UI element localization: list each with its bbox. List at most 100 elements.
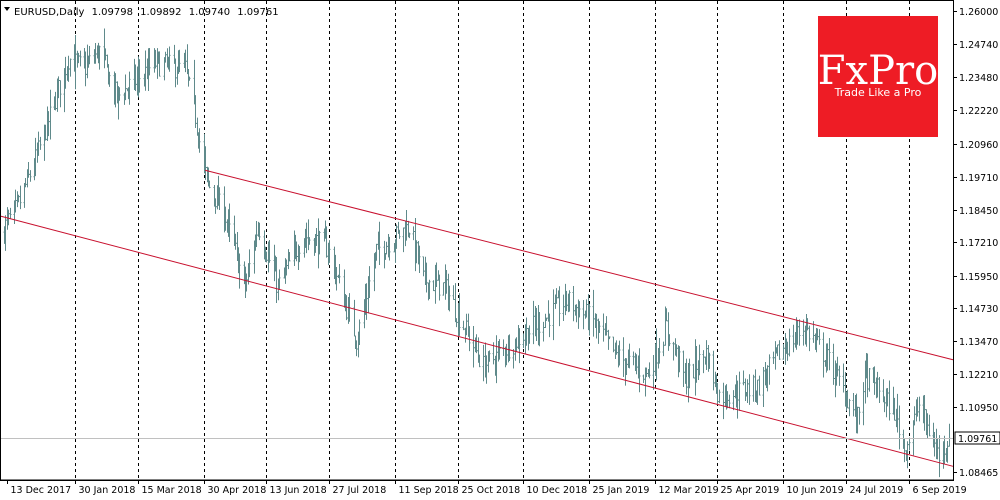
ohlc-bar bbox=[138, 59, 141, 93]
ohlc-bar bbox=[873, 366, 876, 395]
y-tick-label: 1.22220 bbox=[959, 106, 998, 117]
ohlc-bar bbox=[898, 405, 901, 450]
channel-upper-line[interactable] bbox=[204, 169, 954, 361]
ohlc-bar bbox=[378, 221, 381, 265]
ohlc-bar bbox=[278, 269, 281, 290]
ohlc-bar bbox=[692, 363, 695, 379]
ohlc-bar bbox=[893, 397, 896, 421]
ohlc-bar bbox=[756, 379, 759, 405]
ohlc-bar bbox=[848, 398, 851, 417]
ohlc-bar bbox=[208, 180, 211, 189]
ohlc-bar bbox=[562, 294, 565, 322]
ohlc-bar bbox=[168, 46, 171, 72]
ohlc-bar bbox=[134, 64, 137, 91]
ohlc-bar bbox=[218, 187, 221, 210]
ohlc-bar bbox=[625, 358, 628, 375]
ohlc-bar bbox=[736, 380, 739, 419]
ohlc-bar bbox=[98, 45, 101, 70]
ohlc-bar bbox=[936, 438, 939, 460]
ohlc-bar bbox=[678, 346, 681, 373]
ohlc-bar bbox=[54, 91, 57, 111]
ohlc-bar bbox=[275, 257, 278, 303]
ohlc-bar bbox=[878, 377, 881, 404]
ohlc-bar bbox=[888, 380, 891, 421]
ohlc-bar bbox=[698, 344, 701, 376]
x-tick-label: 25 Oct 2018 bbox=[462, 485, 521, 496]
price-axis[interactable]: 1.26000 1.24740 1.23480 1.22220 1.20960 1.197… bbox=[953, 7, 998, 479]
dropdown-triangle-icon[interactable] bbox=[4, 7, 10, 11]
ohlc-bar bbox=[778, 340, 781, 360]
y-tick-label: 1.12210 bbox=[959, 370, 998, 381]
ohlc-bar bbox=[886, 387, 889, 407]
ohlc-bar bbox=[315, 228, 318, 246]
ohlc-bar bbox=[838, 365, 841, 386]
ohlc-bar bbox=[768, 354, 771, 385]
ohlc-bar bbox=[766, 365, 769, 392]
ohlc-bar bbox=[856, 406, 859, 434]
ohlc-bar bbox=[335, 267, 338, 291]
ohlc-bar bbox=[748, 374, 751, 405]
ohlc-bar bbox=[355, 340, 358, 357]
ohlc-bar bbox=[29, 170, 32, 182]
ohlc-bar bbox=[695, 346, 698, 383]
y-tick-label: 1.26000 bbox=[959, 7, 998, 18]
ohlc-bar bbox=[572, 285, 575, 322]
ohlc-bar bbox=[876, 371, 879, 398]
ohlc-bar bbox=[178, 49, 181, 73]
ohlc-bar bbox=[622, 337, 625, 377]
ohlc-bar bbox=[375, 243, 378, 261]
ohlc-bar bbox=[548, 313, 551, 338]
y-tick-label: 1.18450 bbox=[959, 206, 998, 217]
x-tick-label: 10 Dec 2018 bbox=[527, 485, 588, 496]
ohlc-bar bbox=[658, 337, 661, 364]
ohlc-bar bbox=[158, 51, 161, 77]
ohlc-bar bbox=[588, 303, 591, 336]
ohlc-bar bbox=[268, 240, 271, 263]
ohlc-bar bbox=[308, 237, 311, 245]
ohlc-bar bbox=[846, 389, 849, 409]
ohlc-bar bbox=[675, 344, 678, 357]
ohlc-bars bbox=[3, 28, 951, 478]
ohlc-bar bbox=[422, 256, 425, 277]
channel-lower-line[interactable] bbox=[0, 215, 954, 467]
ohlc-bar bbox=[592, 289, 595, 337]
ohlc-bar bbox=[806, 318, 809, 331]
logo-name: FxPro bbox=[818, 48, 938, 94]
ohlc-bar bbox=[47, 111, 50, 137]
ohlc-bar bbox=[918, 396, 921, 422]
ohlc-bar bbox=[17, 194, 20, 203]
ohlc-bar bbox=[645, 367, 648, 378]
ohlc-bar bbox=[498, 339, 501, 360]
ohlc-bar bbox=[635, 354, 638, 375]
ohlc-bar bbox=[442, 282, 445, 296]
ohlc-bar bbox=[836, 356, 839, 377]
y-tick-label: 1.23480 bbox=[959, 73, 998, 84]
x-tick-label: 12 Mar 2019 bbox=[659, 485, 719, 496]
ohlc-bar bbox=[458, 293, 461, 336]
ohlc-bar bbox=[24, 178, 27, 188]
ohlc-bar bbox=[612, 336, 615, 353]
ohlc-bar bbox=[468, 326, 471, 352]
x-tick-label: 13 Dec 2017 bbox=[11, 485, 72, 496]
ohlc-bar bbox=[705, 340, 708, 371]
ohlc-bar bbox=[452, 285, 455, 301]
ohlc-bar bbox=[642, 374, 645, 384]
ohlc-bar bbox=[595, 313, 598, 339]
x-tick-label: 6 Sep 2019 bbox=[913, 485, 967, 496]
y-tick-label: 1.10950 bbox=[959, 403, 998, 414]
ohlc-bar bbox=[512, 348, 515, 369]
ohlc-bar bbox=[318, 230, 321, 255]
ohlc-bar bbox=[565, 290, 568, 312]
time-axis[interactable]: 13 Dec 2017 30 Jan 2018 15 Mar 2018 30 Apr … bbox=[1, 479, 967, 496]
ohlc-bar bbox=[638, 348, 641, 393]
ohlc-bar bbox=[114, 73, 117, 108]
svg-text:EURUSD,Daily 1.09798: EURUSD,Daily 1.09798 1.09892 1.09740 1.0… bbox=[14, 7, 279, 18]
ohlc-bar bbox=[605, 316, 608, 336]
ohlc-bar bbox=[672, 341, 675, 361]
ohlc-bar bbox=[542, 321, 545, 342]
symbol-label: EURUSD,Daily bbox=[14, 7, 85, 18]
ohlc-bar bbox=[883, 396, 886, 413]
ohlc-bar bbox=[538, 311, 541, 347]
